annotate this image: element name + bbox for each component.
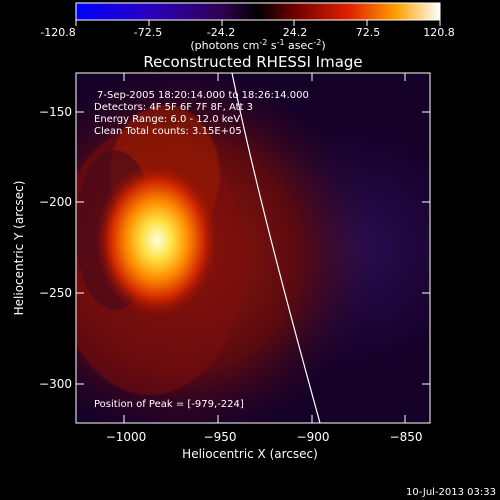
y-tick-label: −250 — [39, 286, 72, 300]
x-tick-label: −1000 — [106, 430, 147, 444]
footer-date: 10-Jul-2013 03:33 — [406, 487, 496, 498]
x-tick-label: −900 — [297, 430, 330, 444]
colorbar-tick-label: -24.2 — [207, 26, 235, 39]
colorbar-tick-label: 72.5 — [356, 26, 381, 39]
plot-frame — [75, 72, 431, 424]
annotation-detectors: Detectors: 4F 5F 6F 7F 8F, Att 3 — [94, 102, 253, 113]
colorbar-tick-label: -120.8 — [40, 26, 75, 39]
y-axis-label: Heliocentric Y (arcsec) — [12, 181, 26, 316]
y-tick-label: −150 — [39, 105, 72, 119]
colorbar-unit: (photons cm-2 s-1 asec-2) — [190, 38, 325, 52]
annotation-energy: Energy Range: 6.0 - 12.0 keV — [94, 114, 240, 125]
colorbar-tick-label: 120.8 — [423, 26, 455, 39]
x-tick-label: −950 — [204, 430, 237, 444]
solar-limb — [231, 73, 321, 423]
colorbar — [75, 2, 441, 21]
x-axis-label: Heliocentric X (arcsec) — [182, 447, 318, 461]
annotation-time-range: 7-Sep-2005 18:20:14.000 to 18:26:14.000 — [97, 90, 309, 101]
annotation-peak: Position of Peak = [-979,-224] — [94, 399, 244, 410]
y-tick-label: −200 — [39, 195, 72, 209]
colorbar-tick-label: -72.5 — [134, 26, 162, 39]
x-tick-label: −850 — [390, 430, 423, 444]
colorbar-tick-label: 24.2 — [283, 26, 308, 39]
flare-source — [95, 162, 219, 318]
annotation-clean: Clean Total counts: 3.15E+05 — [94, 126, 242, 137]
colorbar-tick-marks — [75, 20, 441, 26]
axis-tick-marks — [76, 73, 430, 423]
image-title: Reconstructed RHESSI Image — [143, 53, 362, 71]
rhessi-image — [76, 73, 430, 423]
y-tick-label: −300 — [39, 377, 72, 391]
